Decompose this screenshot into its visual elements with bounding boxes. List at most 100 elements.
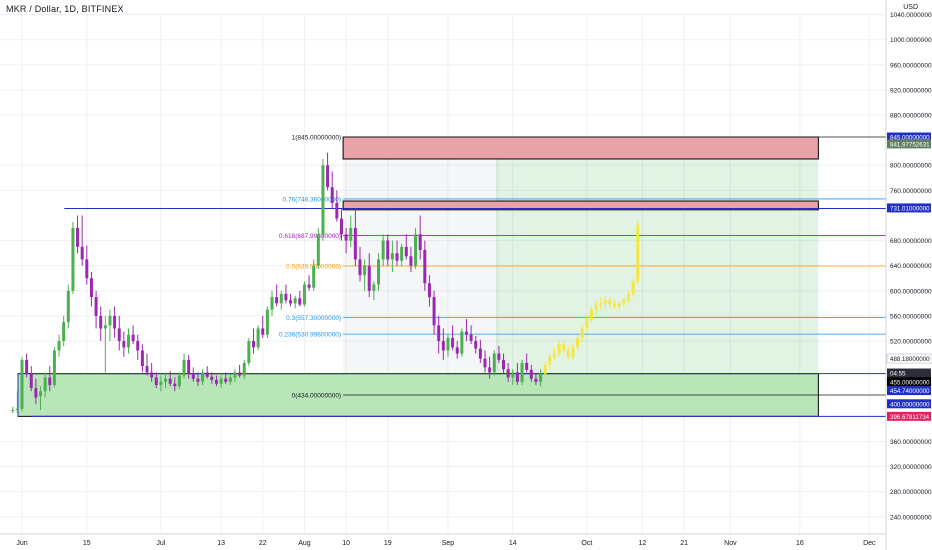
projection-candle[interactable] bbox=[589, 309, 593, 320]
candle[interactable] bbox=[270, 297, 274, 310]
candle[interactable] bbox=[242, 362, 246, 376]
candle[interactable] bbox=[94, 297, 98, 316]
candle[interactable] bbox=[219, 378, 223, 384]
projection-candle[interactable] bbox=[636, 224, 640, 282]
projection-candle[interactable] bbox=[622, 299, 626, 304]
candle[interactable] bbox=[275, 297, 279, 304]
price-tag[interactable] bbox=[887, 411, 931, 421]
projection-candle[interactable] bbox=[594, 304, 598, 310]
projection-candle[interactable] bbox=[562, 344, 566, 351]
projection-candle[interactable] bbox=[552, 353, 556, 357]
zone-resistance-top[interactable] bbox=[342, 136, 819, 160]
candle[interactable] bbox=[525, 362, 529, 370]
price-tag[interactable] bbox=[887, 368, 931, 378]
price-tag[interactable] bbox=[887, 386, 931, 396]
candle[interactable] bbox=[29, 373, 33, 389]
candle[interactable] bbox=[446, 337, 450, 351]
candle[interactable] bbox=[488, 367, 492, 373]
candle[interactable] bbox=[108, 315, 112, 326]
candle[interactable] bbox=[502, 359, 506, 370]
candle[interactable] bbox=[224, 378, 228, 382]
candle[interactable] bbox=[534, 378, 538, 382]
candle[interactable] bbox=[386, 240, 390, 260]
candle[interactable] bbox=[344, 234, 348, 241]
candle[interactable] bbox=[71, 228, 75, 291]
candle[interactable] bbox=[520, 362, 524, 382]
price-tag[interactable] bbox=[887, 203, 931, 213]
candle[interactable] bbox=[99, 315, 103, 329]
candle[interactable] bbox=[353, 228, 357, 260]
candle[interactable] bbox=[34, 388, 38, 398]
candle[interactable] bbox=[441, 341, 445, 351]
candle[interactable] bbox=[400, 246, 404, 261]
candle[interactable] bbox=[159, 381, 163, 385]
candle[interactable] bbox=[335, 202, 339, 219]
candle[interactable] bbox=[238, 372, 242, 376]
candle[interactable] bbox=[339, 218, 343, 235]
candle[interactable] bbox=[182, 359, 186, 376]
candle[interactable] bbox=[164, 378, 168, 382]
zone-target-area[interactable] bbox=[495, 137, 819, 417]
candle[interactable] bbox=[140, 350, 144, 367]
candle[interactable] bbox=[187, 359, 191, 374]
candle[interactable] bbox=[464, 331, 468, 335]
candle[interactable] bbox=[39, 391, 43, 397]
candle[interactable] bbox=[145, 366, 149, 373]
candle[interactable] bbox=[150, 372, 154, 378]
candle[interactable] bbox=[298, 298, 302, 305]
candle[interactable] bbox=[62, 322, 66, 342]
candle[interactable] bbox=[539, 373, 543, 382]
candle[interactable] bbox=[321, 165, 325, 235]
candle[interactable] bbox=[196, 378, 200, 382]
candle[interactable] bbox=[43, 377, 47, 392]
projection-candle[interactable] bbox=[603, 300, 607, 304]
candle[interactable] bbox=[381, 240, 385, 260]
candle[interactable] bbox=[103, 325, 107, 329]
candle[interactable] bbox=[483, 358, 487, 368]
candle[interactable] bbox=[316, 234, 320, 266]
candle[interactable] bbox=[289, 300, 293, 304]
price-tag[interactable] bbox=[887, 399, 931, 409]
projection-candle[interactable] bbox=[599, 303, 603, 305]
candle[interactable] bbox=[478, 348, 482, 359]
candle[interactable] bbox=[293, 298, 297, 304]
candle[interactable] bbox=[363, 265, 367, 276]
candle[interactable] bbox=[57, 341, 61, 351]
price-tag[interactable] bbox=[887, 139, 931, 149]
candle[interactable] bbox=[11, 410, 15, 412]
projection-candle[interactable] bbox=[548, 356, 552, 365]
candle[interactable] bbox=[307, 284, 311, 288]
candle[interactable] bbox=[423, 249, 427, 284]
price-tag[interactable] bbox=[887, 132, 931, 142]
candle[interactable] bbox=[377, 259, 381, 285]
candle[interactable] bbox=[233, 372, 237, 378]
price-tag[interactable] bbox=[887, 377, 931, 387]
candle[interactable] bbox=[214, 379, 218, 384]
projection-candle[interactable] bbox=[631, 281, 635, 294]
candle[interactable] bbox=[154, 377, 158, 385]
projection-candle[interactable] bbox=[580, 328, 584, 338]
candle[interactable] bbox=[492, 353, 496, 373]
projection-candle[interactable] bbox=[576, 337, 580, 348]
projection-candle[interactable] bbox=[617, 303, 621, 307]
candle[interactable] bbox=[113, 315, 117, 329]
candle[interactable] bbox=[312, 265, 316, 288]
candle[interactable] bbox=[455, 347, 459, 354]
candle[interactable] bbox=[261, 328, 265, 335]
projection-candle[interactable] bbox=[557, 344, 561, 354]
candle[interactable] bbox=[515, 372, 519, 382]
candle[interactable] bbox=[85, 259, 89, 279]
candle[interactable] bbox=[89, 278, 93, 298]
candle[interactable] bbox=[349, 228, 353, 241]
candle[interactable] bbox=[256, 328, 260, 348]
candle[interactable] bbox=[173, 383, 177, 387]
candle[interactable] bbox=[52, 350, 56, 385]
projection-candle[interactable] bbox=[627, 293, 631, 300]
candle[interactable] bbox=[511, 372, 515, 378]
candle[interactable] bbox=[177, 375, 181, 387]
candle[interactable] bbox=[414, 234, 418, 266]
candle[interactable] bbox=[252, 341, 255, 348]
candle[interactable] bbox=[330, 187, 334, 203]
candle[interactable] bbox=[20, 359, 24, 409]
